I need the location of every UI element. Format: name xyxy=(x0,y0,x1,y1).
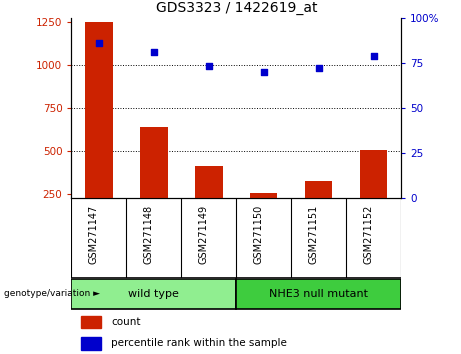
Text: percentile rank within the sample: percentile rank within the sample xyxy=(111,338,287,348)
Point xyxy=(150,49,158,55)
Bar xyxy=(81,316,101,329)
Text: GSM271150: GSM271150 xyxy=(254,205,264,264)
Point xyxy=(260,69,267,75)
Bar xyxy=(305,181,332,198)
Bar xyxy=(71,279,236,309)
Text: GSM271152: GSM271152 xyxy=(364,205,373,264)
Text: GSM271149: GSM271149 xyxy=(199,205,209,264)
Point xyxy=(370,53,377,58)
Text: GSM271151: GSM271151 xyxy=(309,205,319,264)
Point xyxy=(95,40,103,46)
Bar xyxy=(360,150,387,198)
Text: count: count xyxy=(111,317,141,327)
Text: genotype/variation ►: genotype/variation ► xyxy=(4,289,100,298)
Point xyxy=(205,64,213,69)
Point xyxy=(315,65,322,71)
Bar xyxy=(85,22,112,198)
Bar xyxy=(236,279,401,309)
Text: GSM271147: GSM271147 xyxy=(89,205,99,264)
Bar xyxy=(250,193,278,198)
Bar xyxy=(140,127,168,198)
Text: NHE3 null mutant: NHE3 null mutant xyxy=(269,289,368,299)
Bar xyxy=(195,166,223,198)
Text: GSM271148: GSM271148 xyxy=(144,205,154,264)
Bar xyxy=(81,337,101,350)
Title: GDS3323 / 1422619_at: GDS3323 / 1422619_at xyxy=(155,1,317,15)
Text: wild type: wild type xyxy=(129,289,179,299)
